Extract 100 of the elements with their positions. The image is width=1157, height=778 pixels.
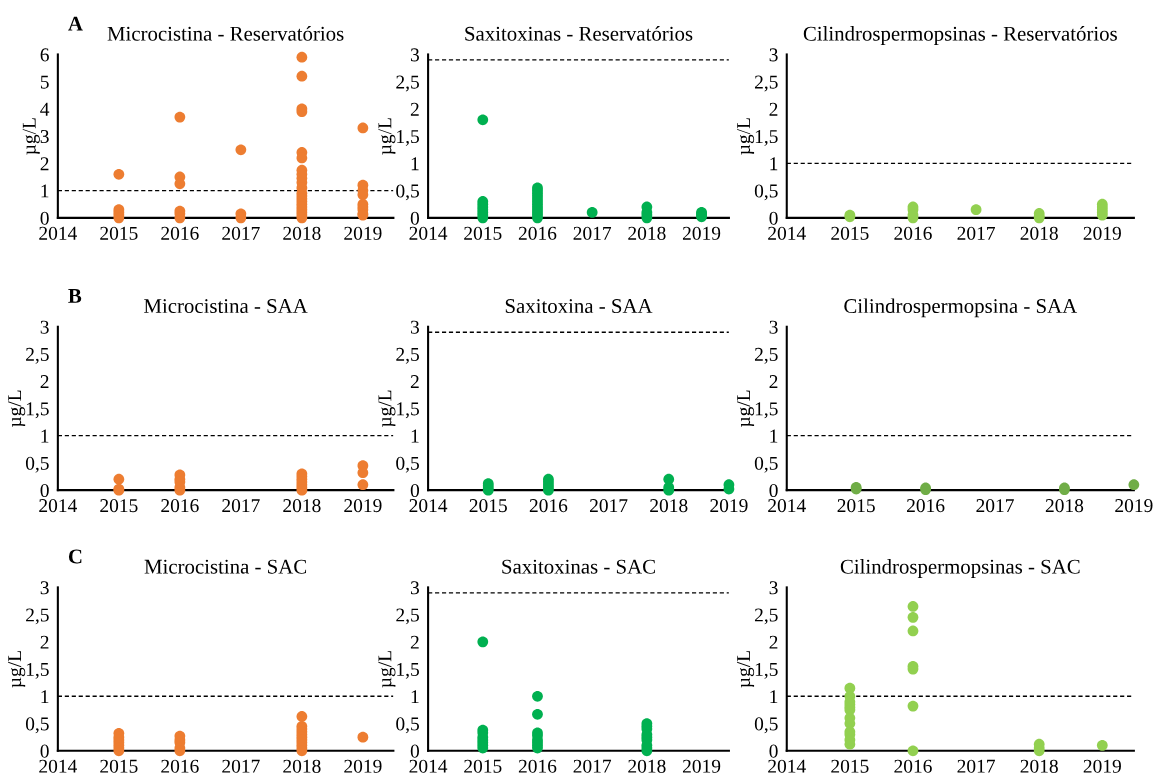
x-tick-label: 2019 <box>1083 226 1121 240</box>
y-axis-title: µg/L <box>737 118 755 155</box>
x-tick-label: 2014 <box>768 759 806 773</box>
x-tick-label: 2018 <box>628 226 666 240</box>
x-tick-label: 2015 <box>837 499 875 513</box>
y-tick-label: 0,5 <box>396 184 419 201</box>
y-tick-label: 2 <box>410 635 419 649</box>
x-tick-label: 2017 <box>976 499 1014 513</box>
y-tick-label: 1,5 <box>26 402 49 419</box>
y-tick-label: 3 <box>410 320 419 334</box>
chart-title: Saxitoxinas - SAC <box>502 559 655 574</box>
chart-title: Microcistina - SAA <box>144 299 308 314</box>
y-axis-title: µg/L <box>378 118 396 155</box>
x-tick-label: 2018 <box>628 759 666 773</box>
y-tick-label: 0 <box>40 483 49 498</box>
x-tick-label: 2018 <box>1020 226 1058 240</box>
x-tick-label: 2015 <box>831 226 869 240</box>
y-tick-label: 1,5 <box>755 662 778 679</box>
y-tick-label: 2,5 <box>396 347 419 364</box>
chart-title: Microcistina - Reservatórios <box>107 26 344 41</box>
y-tick-label: 2 <box>769 102 778 116</box>
y-tick-label: 2,5 <box>26 608 49 625</box>
x-tick-label: 2019 <box>682 226 721 240</box>
y-tick-label: 1 <box>41 690 49 704</box>
y-tick-label: 0,5 <box>396 717 419 734</box>
x-tick-label: 2015 <box>100 759 138 773</box>
y-tick-label: 1 <box>770 429 778 443</box>
y-tick-label: 2 <box>40 157 49 171</box>
x-tick-label: 2016 <box>907 499 945 513</box>
y-tick-label: 0 <box>40 211 49 225</box>
chart-title: Cilindrospermopsina - SAA <box>844 298 1078 318</box>
y-tick-label: 2,5 <box>26 347 49 364</box>
x-tick-label: 2016 <box>161 499 199 513</box>
x-tick-label: 2016 <box>161 759 199 773</box>
x-tick-label: 2018 <box>283 226 321 240</box>
text: C <box>68 549 82 564</box>
x-tick-label: 2014 <box>409 499 448 513</box>
y-tick-label: 0,5 <box>754 456 778 473</box>
x-tick-label: 2017 <box>222 499 260 513</box>
x-tick-label: 2019 <box>344 226 382 240</box>
y-tick-label: 6 <box>40 48 49 62</box>
y-tick-label: 3 <box>40 320 49 334</box>
y-tick-label: 3 <box>769 320 778 334</box>
x-tick-label: 2017 <box>573 759 612 773</box>
y-tick-label: 3 <box>769 581 778 595</box>
y-tick-label: 0 <box>769 483 778 498</box>
y-tick-label: 1,5 <box>397 662 419 679</box>
x-tick-label: 2017 <box>573 226 612 240</box>
x-tick-label: 2019 <box>344 759 382 773</box>
y-tick-label: 3 <box>40 130 49 144</box>
y-axis-title: µg/L <box>8 390 26 427</box>
y-tick-label: 3 <box>769 48 778 62</box>
y-tick-label: 1 <box>411 157 419 171</box>
y-tick-label: 0,5 <box>25 717 49 734</box>
y-tick-label: 1 <box>411 690 419 704</box>
y-axis-title: µg/L <box>22 118 40 155</box>
x-tick-label: 2016 <box>161 226 199 240</box>
y-tick-label: 1 <box>770 690 778 704</box>
y-tick-label: 2 <box>410 102 419 116</box>
chart-title: Saxitoxina - SAA <box>505 299 653 314</box>
x-tick-label: 2018 <box>1045 499 1084 513</box>
x-tick-label: 2014 <box>39 759 77 773</box>
y-tick-label: 1,5 <box>755 130 778 146</box>
x-tick-label: 2017 <box>589 499 628 513</box>
y-tick-label: 2 <box>40 635 49 649</box>
x-tick-label: 2019 <box>710 499 748 513</box>
y-tick-label: 1 <box>411 429 419 443</box>
y-tick-label: 1,5 <box>26 662 49 679</box>
x-tick-label: 2017 <box>957 226 995 240</box>
y-tick-label: 4 <box>40 102 50 116</box>
y-tick-label: 1,5 <box>397 402 419 419</box>
y-tick-label: 2,5 <box>396 75 419 92</box>
y-tick-label: 2,5 <box>754 75 778 92</box>
x-tick-label: 2017 <box>222 759 260 773</box>
y-tick-label: 0,5 <box>754 717 778 734</box>
y-tick-label: 0,5 <box>25 456 49 473</box>
x-tick-label: 2015 <box>831 759 869 773</box>
y-axis-title: µg/L <box>737 390 755 427</box>
y-tick-label: 0,5 <box>396 456 419 473</box>
x-tick-label: 2014 <box>409 759 448 773</box>
chart-title: Cilindrospermopsinas - SAC <box>840 559 1080 578</box>
y-axis-title: µg/L <box>378 390 396 427</box>
y-axis-title: µg/L <box>8 651 26 688</box>
y-tick-label: 2 <box>40 375 49 388</box>
chart-title: Saxitoxinas - Reservatórios <box>465 26 693 41</box>
x-tick-label: 2016 <box>529 499 568 513</box>
text: A <box>68 16 83 31</box>
y-tick-label: 1 <box>41 184 49 198</box>
y-tick-label: 2 <box>769 375 778 388</box>
x-tick-label: 2018 <box>650 499 688 513</box>
y-tick-label: 2 <box>769 635 778 649</box>
x-tick-label: 2015 <box>469 499 507 513</box>
x-tick-label: 2016 <box>894 226 932 240</box>
y-tick-label: 0 <box>769 744 778 758</box>
y-tick-label: 3 <box>40 581 49 595</box>
y-tick-label: 5 <box>40 75 49 89</box>
x-tick-label: 2016 <box>894 759 932 773</box>
x-tick-label: 2016 <box>518 226 557 240</box>
x-tick-label: 2015 <box>464 226 502 240</box>
x-tick-label: 2014 <box>768 499 806 513</box>
